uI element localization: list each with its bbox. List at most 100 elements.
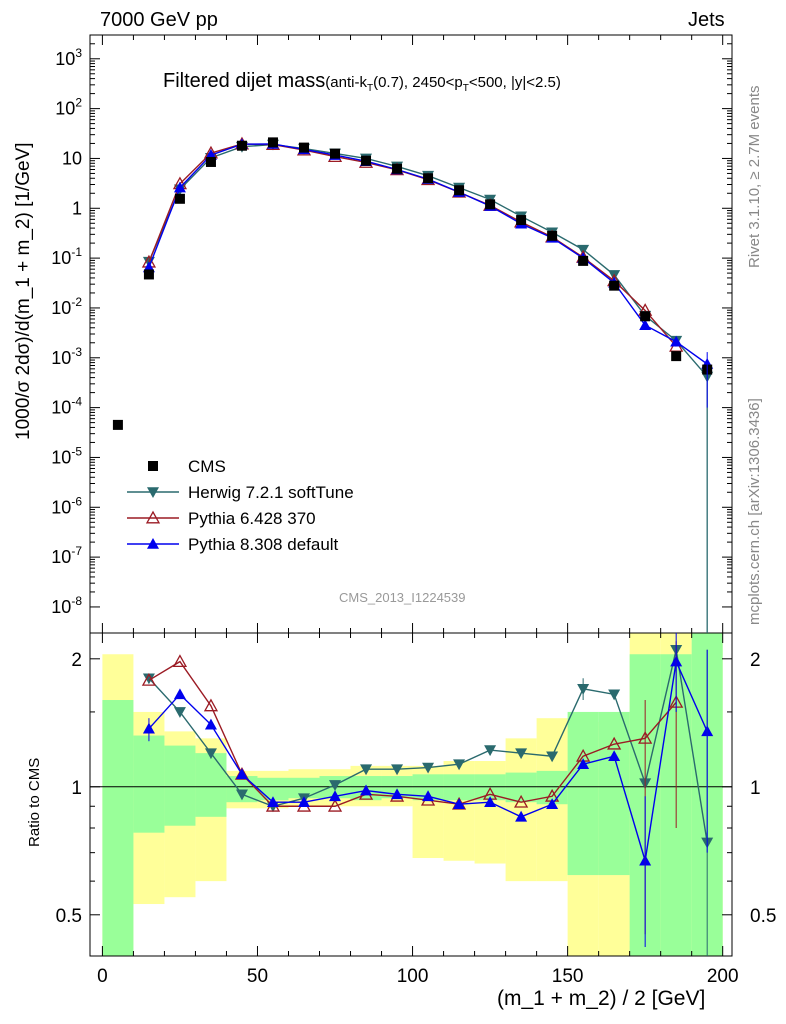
ratio-point-0: [484, 745, 497, 757]
legend-marker-3: [147, 538, 159, 549]
ratio-point-2: [360, 784, 373, 796]
point-0: [236, 140, 247, 151]
ratio-point-0: [142, 673, 155, 685]
point-0: [516, 215, 527, 226]
ratio-point-0: [173, 707, 186, 718]
point-3: [639, 319, 652, 331]
xtick-label: 50: [247, 966, 268, 987]
ratio-point-1: [172, 654, 188, 668]
jets-label: Jets: [688, 9, 725, 31]
title-sub-t: T: [366, 83, 374, 94]
ratio-point-0: [608, 689, 621, 701]
ratio-point-1: [607, 736, 622, 750]
legend-label-2: Pythia 6.428 370: [188, 509, 316, 528]
point-0: [609, 280, 620, 291]
ratio-point-2: [391, 788, 404, 800]
ytick-label: 10-1: [51, 245, 82, 268]
band-green-3: [195, 753, 227, 817]
ytick-label: 1: [72, 198, 82, 218]
point-0: [423, 173, 434, 184]
ratio-point-0: [360, 764, 373, 776]
ratio-series: [141, 633, 714, 956]
ratio-point-0: [329, 780, 342, 791]
ratio-point-2: [235, 768, 248, 780]
ratio-point-0: [546, 751, 559, 763]
ratio-point-2: [453, 798, 466, 810]
y-axis-label-main: 1000/σ 2dσ)/d(m_1 + m_2) [1/GeV]: [13, 142, 34, 440]
point-0: [330, 148, 341, 159]
ratio-point-1: [327, 798, 343, 812]
ratio-line-1: [148, 660, 677, 807]
ratio-point-0: [453, 759, 466, 771]
point-0: [485, 199, 496, 210]
legend-label-0: CMS: [188, 457, 226, 476]
legend-label-3: Pythia 8.308 default: [188, 535, 339, 554]
ratio-point-0: [235, 789, 248, 801]
point-0: [578, 255, 589, 266]
xtick-label: 150: [552, 966, 584, 987]
ratio-point-2: [577, 758, 590, 770]
ytick-label: 10: [62, 148, 82, 168]
band-green-13: [505, 772, 537, 803]
point-0: [361, 155, 372, 166]
axis-ticks: 10-810-710-610-510-410-310-210-111010210…: [51, 34, 776, 987]
legend-label-1: Herwig 7.2.1 softTune: [188, 483, 354, 502]
y-axis-label-ratio: Ratio to CMS: [26, 757, 43, 847]
ratio-point-2: [298, 796, 310, 807]
ratio-point-0: [204, 748, 217, 760]
title-cuts-a: (anti-k: [325, 74, 367, 91]
ratio-point-2: [515, 810, 528, 822]
point-0: [299, 142, 309, 153]
title-cuts-c: <500, |y|<2.5): [468, 74, 561, 91]
band-green-2: [164, 745, 196, 826]
point-0: [174, 193, 185, 204]
point-3: [670, 335, 683, 347]
point-0: [205, 156, 216, 167]
ytick-label: 10-4: [51, 395, 82, 418]
ratio-point-2: [608, 750, 621, 762]
band-green-6: [288, 777, 320, 799]
main-frame: [89, 34, 733, 634]
ratio-uncertainty-bands: [90, 633, 732, 956]
ytick-label: 10-3: [51, 345, 82, 368]
title-cuts-b: (0.7), 2450<p: [373, 74, 463, 91]
point-0: [267, 137, 278, 148]
legend: CMS Herwig 7.2.1 softTune Pythia 6.428 370…: [127, 457, 354, 554]
ytick-label: 10-2: [51, 295, 82, 318]
ratio-point-1: [203, 698, 219, 712]
ratio-point-2: [173, 688, 186, 700]
xtick-label: 100: [397, 966, 429, 987]
ratio-ytick-label: 1: [71, 778, 82, 799]
ratio-point-0: [391, 764, 404, 776]
ytick-label: 10-5: [51, 444, 82, 467]
ytick-label: 10-6: [51, 494, 82, 517]
energy-label: 7000 GeV pp: [100, 9, 218, 31]
ytick-label: 103: [55, 46, 82, 69]
point-0: [454, 185, 465, 196]
point-0: [143, 269, 154, 280]
ratio-point-2: [484, 796, 497, 807]
x-axis-label: (m_1 + m_2) / 2 [GeV]: [497, 987, 706, 1010]
legend-marker-2: [145, 510, 161, 524]
mcplots-label: mcplots.cern.ch [arXiv:1306.3436]: [746, 398, 763, 625]
band-green-15: [567, 711, 599, 876]
point-3: [173, 181, 186, 193]
xtick-label: 200: [707, 966, 739, 987]
point-0: [392, 163, 403, 174]
band-green-0: [102, 700, 134, 956]
main-series: [112, 136, 714, 633]
legend-marker-1: [147, 487, 159, 498]
ytick-label: 10-7: [51, 544, 82, 567]
band-green-1: [133, 735, 165, 833]
ratio-point-2: [204, 718, 217, 730]
title-main: Filtered dijet mass: [163, 70, 326, 92]
legend-marker-0: [148, 461, 158, 471]
xtick-label: 0: [97, 966, 108, 987]
ratio-frame: [89, 632, 733, 957]
ratio-point-0: [422, 762, 435, 774]
plot-title: Filtered dijet mass(anti-kT(0.7), 2450<p…: [163, 70, 561, 94]
ratio-point-2: [329, 790, 342, 802]
ratio-ytick-label-right: 0.5: [750, 906, 776, 927]
point-0: [640, 311, 651, 322]
